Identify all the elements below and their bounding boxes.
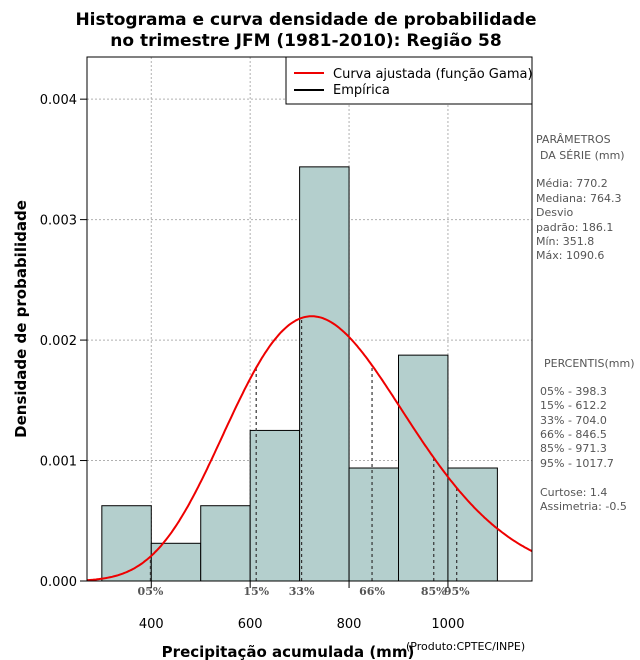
param-min: Mín: 351.8 <box>536 235 594 248</box>
percentile-label-95: 95% <box>444 585 470 598</box>
percentiles-panel: PERCENTIS(mm) 05% - 398.3 15% - 612.2 33… <box>540 357 635 513</box>
histogram-bar-3 <box>249 429 301 582</box>
legend-label-empirical: Empírica <box>333 83 390 98</box>
y-tick-label-2: 0.002 <box>40 334 77 349</box>
y-tick-label-3: 0.003 <box>40 214 77 229</box>
histogram-bar-5 <box>348 467 399 582</box>
param-desvio-label: Desvio <box>536 206 574 219</box>
y-tick-label-0: 0.000 <box>40 575 77 590</box>
y-tick-label-1: 0.001 <box>40 455 77 470</box>
params-title-1: PARÂMETROS <box>536 133 611 146</box>
y-axis-ticks: 0.000 0.001 0.002 0.003 0.004 <box>40 93 87 590</box>
y-tick-label-4: 0.004 <box>40 93 77 108</box>
percentil-66: 66% - 846.5 <box>540 428 607 441</box>
percentil-05: 05% - 398.3 <box>540 385 607 398</box>
percentile-label-33: 33% <box>289 585 315 598</box>
x-axis-label: Precipitação acumulada (mm) <box>162 643 415 660</box>
chart-title-line2: no trimestre JFM (1981-2010): Região 58 <box>110 31 501 51</box>
percentil-15: 15% - 612.2 <box>540 399 607 412</box>
legend-label-curve: Curva ajustada (função Gama) <box>333 67 533 82</box>
percentil-85: 85% - 971.3 <box>540 442 607 455</box>
param-desvio-value: padrão: 186.1 <box>536 221 613 234</box>
x-axis-ticks: 400 600 800 1000 <box>139 581 464 632</box>
param-mediana: Mediana: 764.3 <box>536 192 621 205</box>
x-tick-label-3: 1000 <box>431 617 464 632</box>
legend-box <box>285 56 533 105</box>
histogram-bar-2 <box>200 505 251 582</box>
assimetria: Assimetria: -0.5 <box>540 500 627 513</box>
params-title-2: DA SÉRIE (mm) <box>540 149 625 162</box>
percentil-95: 95% - 1017.7 <box>540 457 614 470</box>
param-max: Máx: 1090.6 <box>536 249 604 262</box>
histogram-bars <box>101 166 498 582</box>
y-axis-label: Densidade de probabilidade <box>12 200 30 438</box>
gamma-density-curve <box>86 315 533 582</box>
percentis-title: PERCENTIS(mm) <box>544 357 635 370</box>
histogram-bar-4 <box>299 166 350 582</box>
percentile-label-85: 85% <box>421 585 447 598</box>
param-media: Média: 770.2 <box>536 177 608 190</box>
legend: Curva ajustada (função Gama) Empírica <box>285 56 533 105</box>
curtose: Curtose: 1.4 <box>540 486 607 499</box>
percentile-label-66: 66% <box>359 585 385 598</box>
series-parameters-panel: PARÂMETROS DA SÉRIE (mm) Média: 770.2 Me… <box>536 133 625 262</box>
x-tick-label-0: 400 <box>139 617 164 632</box>
chart-title-line1: Histograma e curva densidade de probabil… <box>75 10 536 30</box>
x-tick-label-2: 800 <box>337 617 362 632</box>
histogram-bar-0 <box>101 505 152 582</box>
percentile-lines <box>149 317 458 581</box>
percentile-label-05: 05% <box>138 585 164 598</box>
product-credit: (Produto:CPTEC/INPE) <box>406 640 525 653</box>
percentile-label-15: 15% <box>243 585 269 598</box>
x-tick-label-1: 600 <box>238 617 263 632</box>
percentil-33: 33% - 704.0 <box>540 414 607 427</box>
percentile-labels: 05% 15% 33% 66% 85%95% <box>138 585 471 598</box>
